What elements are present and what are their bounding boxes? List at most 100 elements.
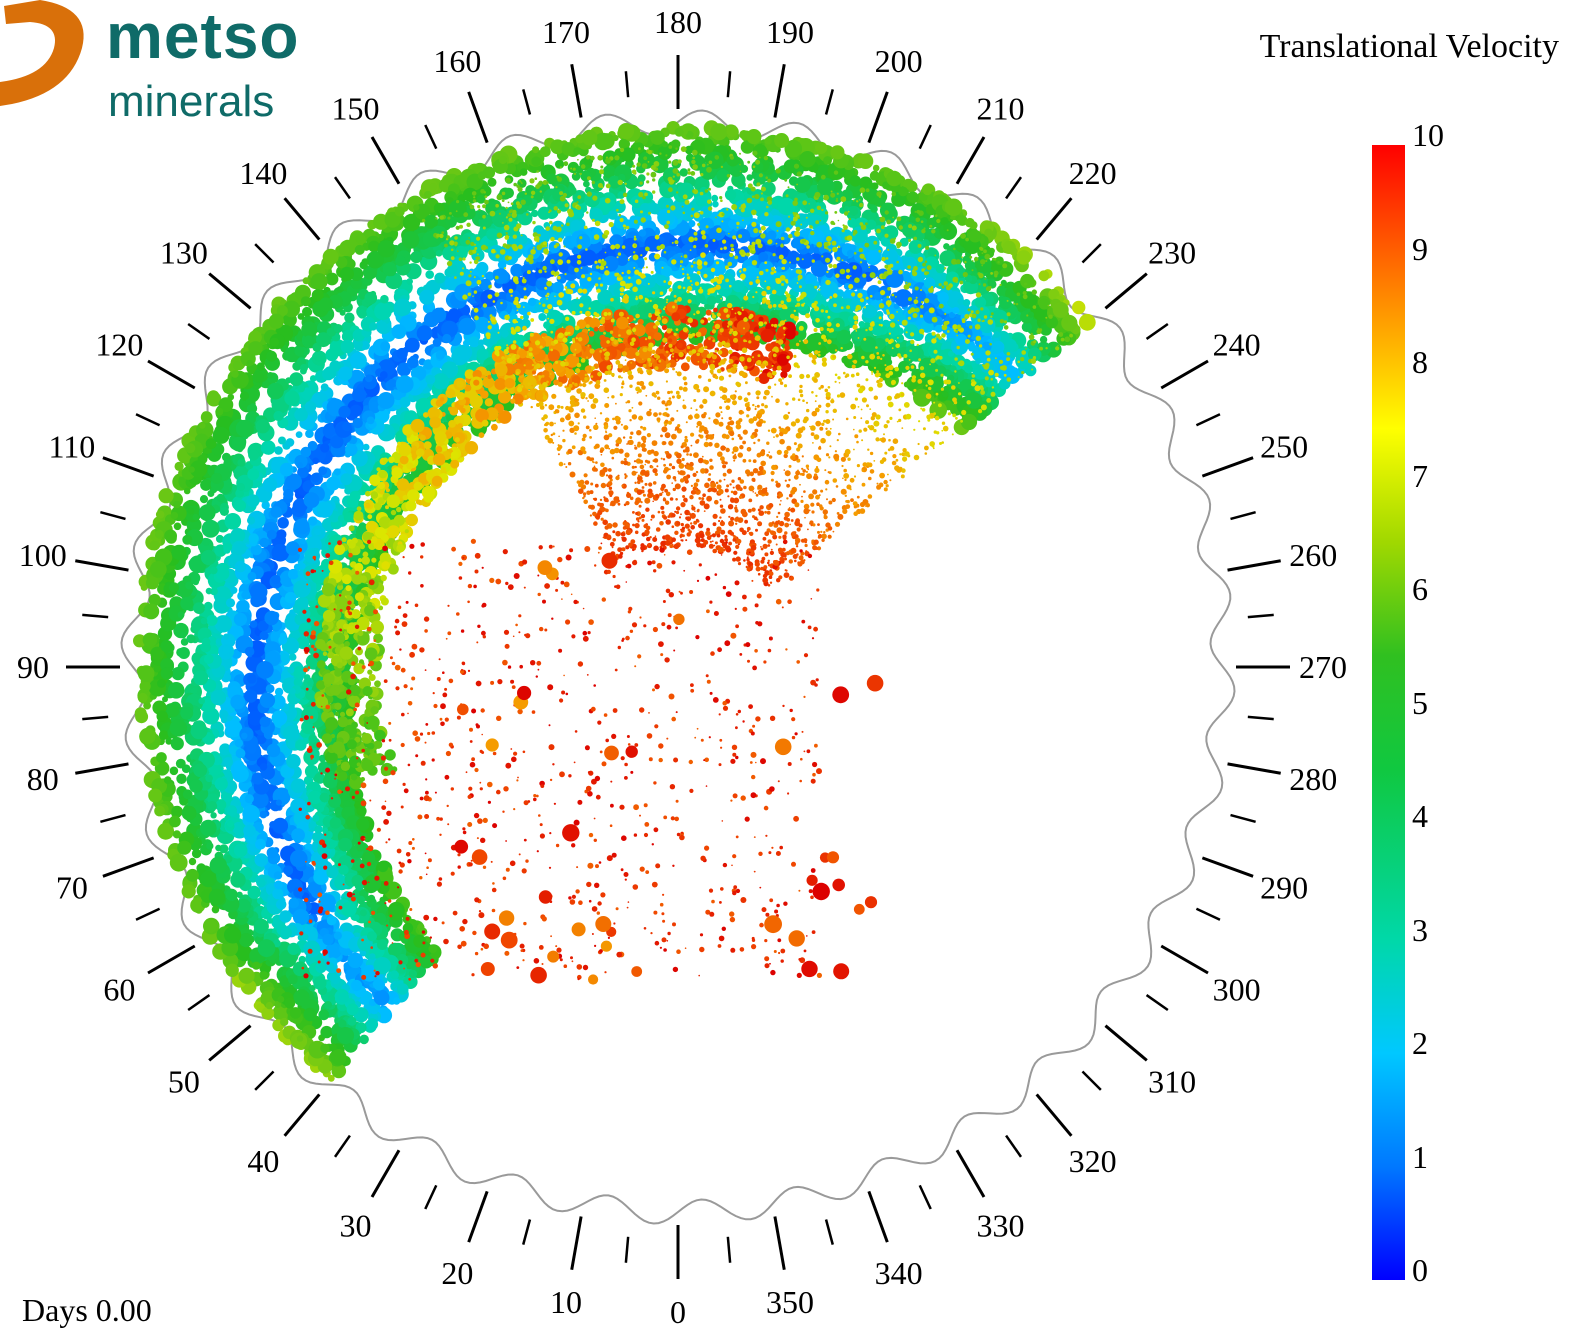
particle (333, 931, 342, 940)
particle (201, 519, 220, 538)
particle (710, 123, 728, 141)
particle (458, 317, 476, 335)
particle (289, 653, 297, 661)
particle (267, 382, 284, 400)
particle (216, 493, 225, 502)
particle (428, 944, 438, 954)
particle (207, 801, 218, 811)
particle (259, 631, 269, 641)
particle (357, 1022, 366, 1032)
particle (279, 462, 294, 477)
particle (995, 256, 1004, 266)
particle (261, 501, 270, 510)
particle (408, 969, 418, 979)
particle (186, 634, 196, 644)
particle (300, 446, 312, 458)
particle (394, 206, 405, 217)
particle (814, 141, 828, 155)
particle (476, 261, 489, 275)
particle (237, 458, 246, 467)
particle (173, 500, 181, 509)
particle (568, 186, 577, 195)
particle (274, 687, 284, 697)
particle (367, 894, 376, 903)
particle (1052, 301, 1069, 318)
particle (301, 321, 318, 338)
particle (316, 804, 325, 813)
particle (139, 680, 151, 692)
particle (799, 151, 816, 168)
particle (279, 910, 292, 923)
particle (355, 234, 366, 245)
particle (158, 730, 169, 741)
particle (160, 639, 173, 653)
particle (180, 631, 187, 639)
particle (975, 358, 982, 365)
particle (468, 336, 480, 348)
particle (978, 316, 996, 334)
particle (965, 392, 981, 408)
particle (349, 788, 364, 802)
particle (766, 230, 777, 240)
particle (463, 339, 470, 347)
particle (297, 384, 306, 393)
particle (278, 436, 286, 445)
particle (280, 653, 290, 663)
particle (1039, 335, 1048, 344)
particle (283, 865, 294, 876)
particle (876, 363, 884, 371)
particle (849, 175, 861, 187)
particle (327, 1074, 335, 1082)
particle (273, 410, 284, 422)
particle (279, 632, 287, 640)
particle (903, 381, 910, 388)
particle (1072, 300, 1086, 315)
particle (264, 610, 279, 626)
particle (934, 324, 943, 333)
particle (226, 820, 234, 828)
particle (960, 413, 978, 431)
particle (187, 507, 195, 515)
particle (1020, 274, 1035, 289)
particle (252, 961, 261, 970)
particle (180, 597, 194, 611)
particle (330, 1049, 347, 1066)
particle (153, 665, 161, 673)
particle (522, 313, 530, 320)
particle (638, 229, 647, 237)
particle (262, 442, 275, 455)
particle (289, 372, 304, 386)
particle (209, 856, 227, 874)
particle (779, 307, 793, 322)
particle (294, 346, 305, 357)
particle (266, 350, 277, 362)
particle (303, 335, 315, 347)
particle (724, 189, 737, 201)
particle (571, 172, 581, 181)
particle (259, 971, 269, 980)
particle (618, 123, 635, 140)
particle (1002, 240, 1016, 254)
particle (1038, 270, 1050, 282)
particle (142, 632, 158, 648)
particle (304, 548, 321, 564)
particle (435, 350, 445, 360)
particle (202, 538, 210, 546)
particle-charge (133, 120, 1096, 1082)
particle (223, 633, 230, 640)
particle (746, 129, 762, 145)
particle (993, 331, 1001, 338)
particle (224, 926, 242, 944)
particle (143, 603, 160, 620)
particle (256, 878, 266, 888)
particle (193, 670, 209, 686)
particle (247, 468, 260, 481)
particle (1027, 311, 1034, 318)
particle (235, 748, 246, 759)
particle (185, 581, 194, 590)
particle (296, 1035, 304, 1042)
particle (287, 942, 300, 956)
particle (570, 220, 582, 231)
particle (265, 684, 275, 694)
particle (241, 732, 248, 739)
